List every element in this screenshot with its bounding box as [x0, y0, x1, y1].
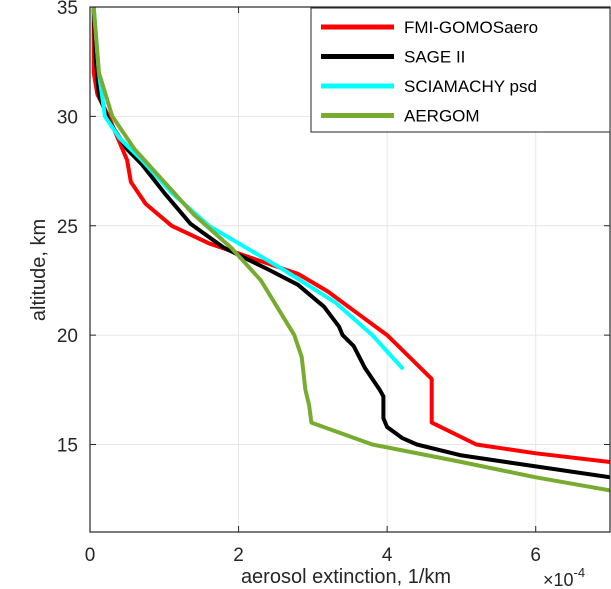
- x-tick-label: 4: [382, 545, 393, 566]
- y-tick-label: 20: [57, 326, 78, 347]
- y-tick-label: 35: [57, 0, 78, 19]
- legend-label-sage-ii: SAGE II: [404, 48, 465, 67]
- axis-ticks: 0 2 4 6 15 20 25 30 35: [57, 0, 610, 566]
- y-tick-label: 15: [57, 436, 78, 457]
- plot-frame: [89, 6, 611, 533]
- y-tick-label: 30: [57, 107, 78, 128]
- x-exponent-power: -4: [574, 565, 586, 580]
- legend: FMI-GOMOSaero SAGE II SCIAMACHY psd AERGOM: [310, 7, 611, 133]
- x-tick-label: 2: [233, 545, 244, 566]
- x-axis-exponent: ×10-4: [543, 565, 585, 589]
- series-line-aergom: [91, 7, 610, 493]
- y-tick-label: 25: [57, 217, 78, 238]
- data-series: [91, 7, 610, 493]
- x-tick-label: 6: [530, 545, 541, 566]
- legend-label-aergom: AERGOM: [404, 107, 480, 126]
- y-axis-label: altitude, km: [28, 219, 50, 321]
- legend-label-sciamachy-psd: SCIAMACHY psd: [404, 77, 537, 96]
- series-line-sage-ii: [91, 7, 610, 480]
- x-tick-label: 0: [85, 545, 96, 566]
- x-axis-label: aerosol extinction, 1/km: [241, 566, 451, 588]
- x-exponent-base: ×10: [543, 570, 574, 589]
- legend-label-fmi-gomosaero: FMI-GOMOSaero: [404, 18, 538, 37]
